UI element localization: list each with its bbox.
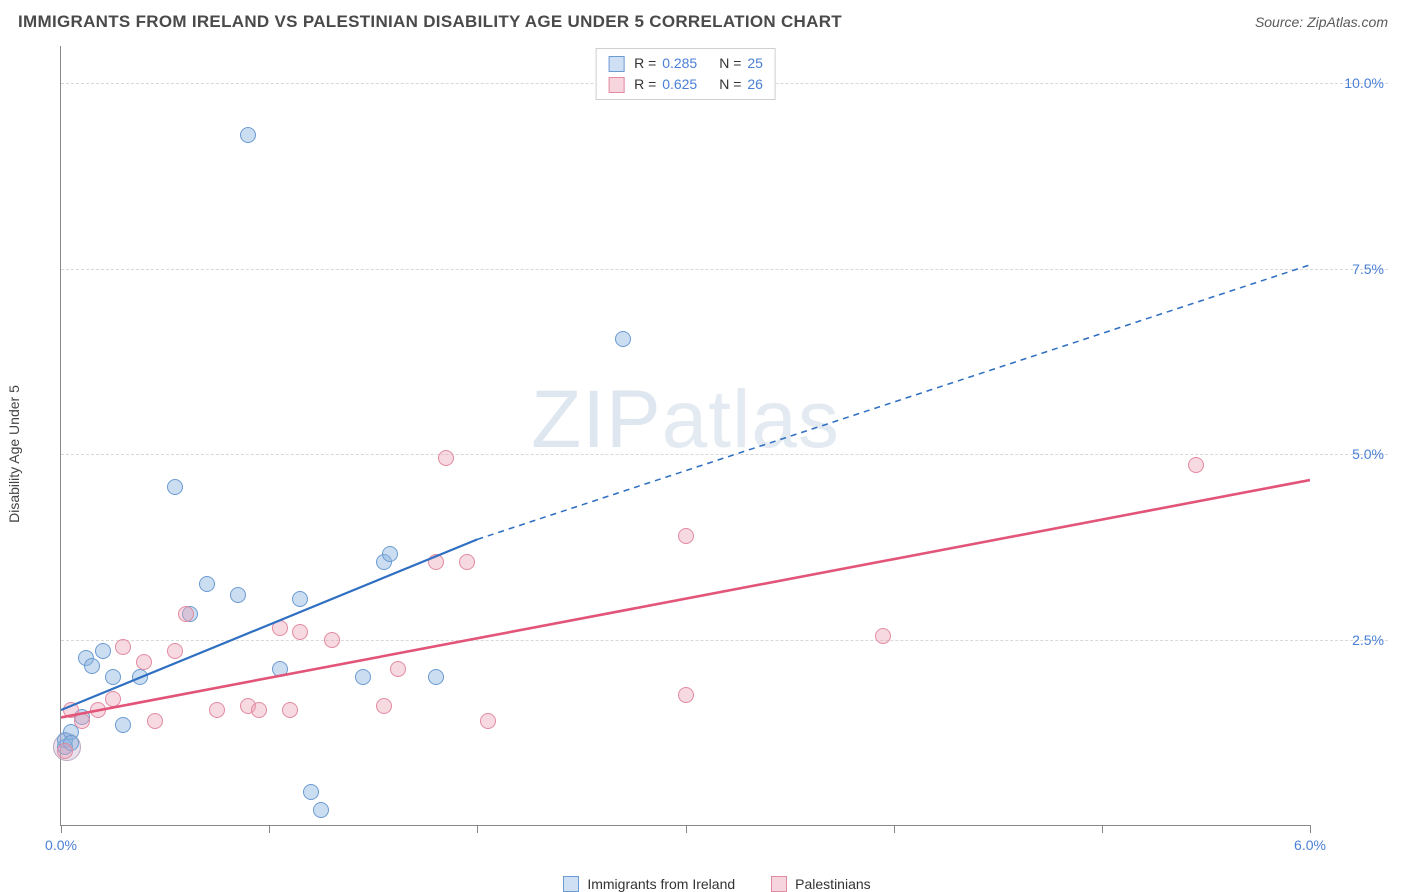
data-point (105, 691, 121, 707)
data-point (74, 713, 90, 729)
chart-title: IMMIGRANTS FROM IRELAND VS PALESTINIAN D… (18, 12, 842, 32)
legend-n-label: N = (719, 55, 741, 71)
x-tick (61, 825, 62, 833)
data-point (84, 658, 100, 674)
gridline (61, 640, 1388, 641)
data-point (272, 620, 288, 636)
data-point (480, 713, 496, 729)
watermark-light: atlas (662, 374, 840, 465)
data-point (209, 702, 225, 718)
legend-r-label: R = (634, 55, 656, 71)
data-point (438, 450, 454, 466)
data-point (615, 331, 631, 347)
legend-r-label: R = (634, 76, 656, 92)
x-tick-label: 0.0% (45, 837, 77, 853)
data-point (95, 643, 111, 659)
legend-item: Palestinians (771, 876, 871, 892)
legend-series-label: Palestinians (795, 876, 871, 892)
data-point (240, 127, 256, 143)
data-point (376, 698, 392, 714)
legend-item: Immigrants from Ireland (563, 876, 735, 892)
x-tick (477, 825, 478, 833)
legend-series: Immigrants from Ireland Palestinians (46, 876, 1388, 892)
x-tick-label: 6.0% (1294, 837, 1326, 853)
legend-r-value: 0.625 (662, 76, 697, 92)
legend-n-label: N = (719, 76, 741, 92)
data-point (678, 687, 694, 703)
legend-series-label: Immigrants from Ireland (587, 876, 735, 892)
data-point (105, 669, 121, 685)
y-tick-label: 7.5% (1352, 261, 1384, 277)
data-point (115, 639, 131, 655)
gridline (61, 269, 1388, 270)
data-point (167, 479, 183, 495)
legend-swatch-icon (608, 56, 624, 72)
data-point (390, 661, 406, 677)
data-point (136, 654, 152, 670)
y-tick-label: 5.0% (1352, 446, 1384, 462)
data-point (313, 802, 329, 818)
data-point (1188, 457, 1204, 473)
data-point (282, 702, 298, 718)
legend-n-value: 25 (747, 55, 763, 71)
data-point (382, 546, 398, 562)
data-point (272, 661, 288, 677)
header: IMMIGRANTS FROM IRELAND VS PALESTINIAN D… (0, 0, 1406, 40)
data-point (115, 717, 131, 733)
legend-swatch-icon (608, 77, 624, 93)
data-point (355, 669, 371, 685)
x-tick (1102, 825, 1103, 833)
data-point (459, 554, 475, 570)
legend-row: R = 0.285 N = 25 (608, 53, 763, 74)
data-point (147, 713, 163, 729)
data-point (57, 743, 73, 759)
data-point (251, 702, 267, 718)
plot-area: ZIPatlas R = 0.285 N = 25 R = 0.625 N = … (60, 46, 1310, 826)
data-point (292, 591, 308, 607)
y-tick-label: 10.0% (1344, 75, 1384, 91)
data-point (303, 784, 319, 800)
chart-container: Disability Age Under 5 ZIPatlas R = 0.28… (46, 46, 1388, 862)
data-point (178, 606, 194, 622)
legend-n-value: 26 (747, 76, 763, 92)
x-tick (1310, 825, 1311, 833)
y-axis-label: Disability Age Under 5 (6, 385, 22, 523)
gridline (61, 454, 1388, 455)
data-point (875, 628, 891, 644)
source-attribution: Source: ZipAtlas.com (1255, 14, 1388, 30)
watermark-bold: ZIP (531, 374, 662, 465)
x-tick (894, 825, 895, 833)
x-tick (686, 825, 687, 833)
data-point (230, 587, 246, 603)
legend-row: R = 0.625 N = 26 (608, 74, 763, 95)
data-point (167, 643, 183, 659)
data-point (324, 632, 340, 648)
data-point (90, 702, 106, 718)
watermark: ZIPatlas (531, 373, 840, 467)
data-point (428, 669, 444, 685)
legend-r-value: 0.285 (662, 55, 697, 71)
data-point (292, 624, 308, 640)
data-point (132, 669, 148, 685)
data-point (428, 554, 444, 570)
legend-swatch-icon (563, 876, 579, 892)
x-tick (269, 825, 270, 833)
data-point (199, 576, 215, 592)
y-tick-label: 2.5% (1352, 632, 1384, 648)
data-point (678, 528, 694, 544)
legend-statistics: R = 0.285 N = 25 R = 0.625 N = 26 (595, 48, 776, 100)
legend-swatch-icon (771, 876, 787, 892)
